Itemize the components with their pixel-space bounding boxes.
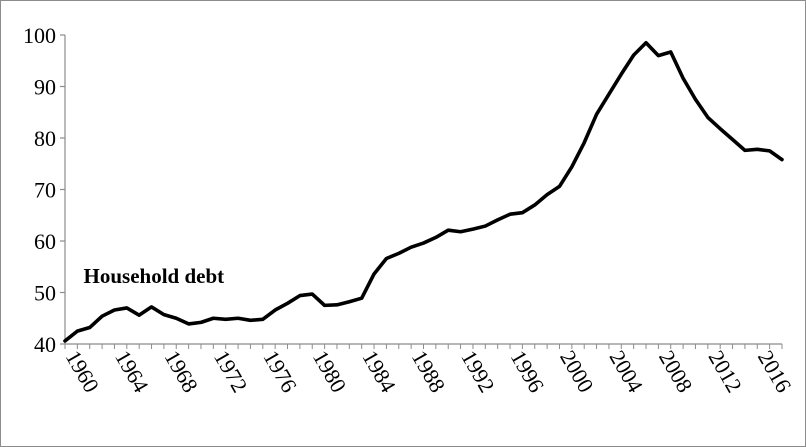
y-tick-label: 70 xyxy=(34,178,56,203)
y-tick-label: 100 xyxy=(23,23,56,48)
y-tick-label: 40 xyxy=(34,332,56,357)
household-debt-series-line xyxy=(63,40,784,343)
y-tick-label: 80 xyxy=(34,126,56,151)
series-annotation-label: Household debt xyxy=(84,264,225,288)
series-layer xyxy=(63,40,784,343)
y-tick-label: 90 xyxy=(34,75,56,100)
y-tick-label: 50 xyxy=(34,281,56,306)
axes-layer xyxy=(60,34,783,349)
y-tick-label: 60 xyxy=(34,229,56,254)
